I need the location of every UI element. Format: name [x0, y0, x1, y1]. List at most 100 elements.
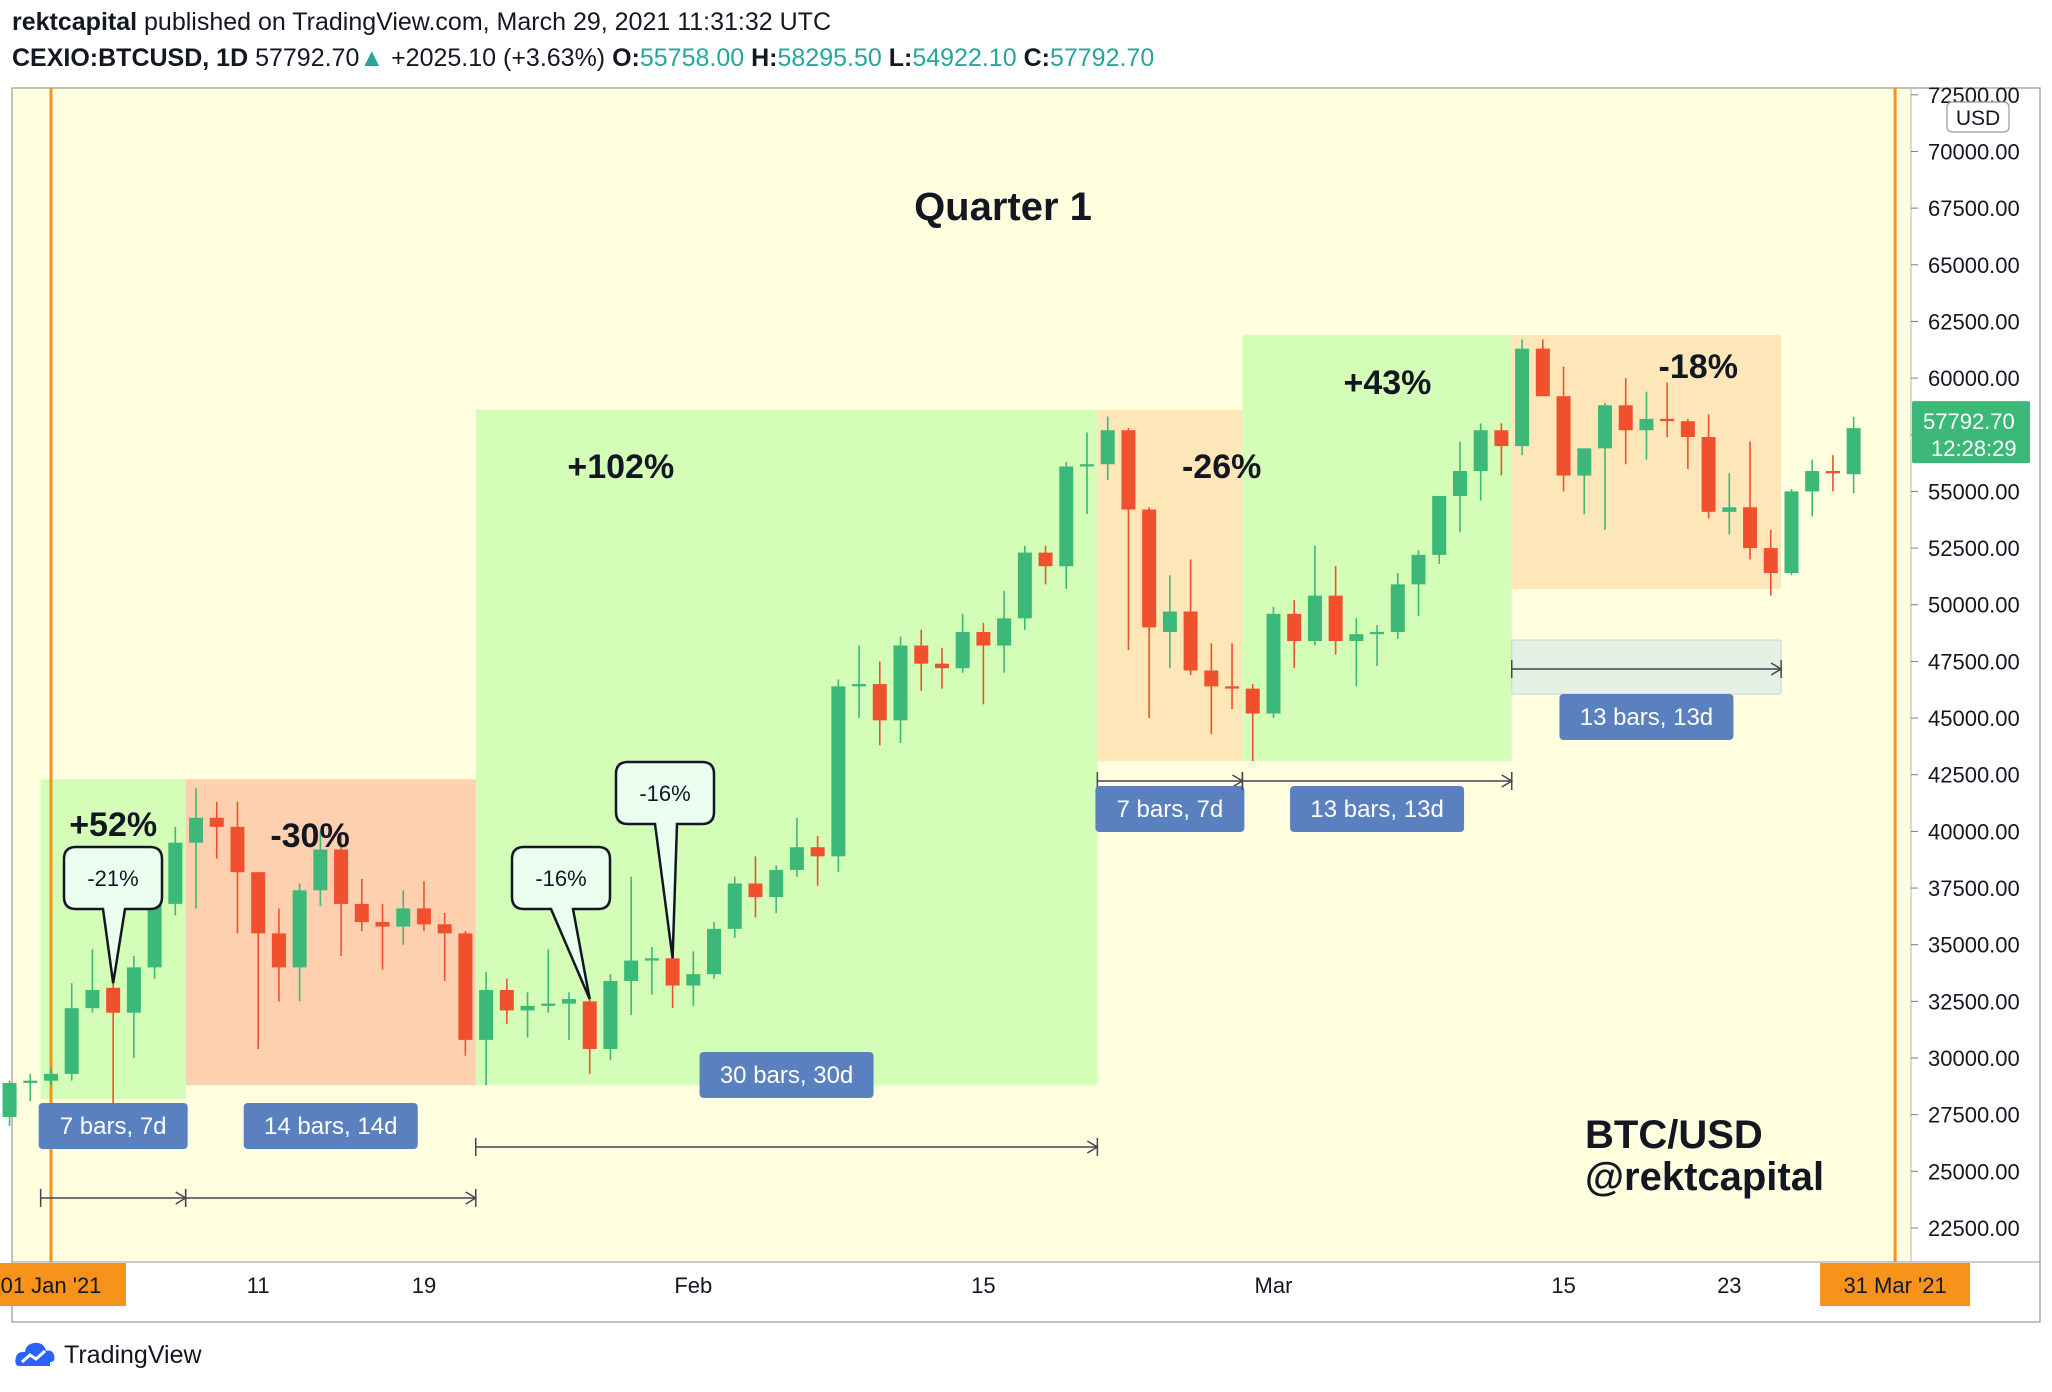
candle[interactable] [603, 974, 618, 1061]
candle[interactable] [582, 999, 597, 1074]
candle[interactable] [955, 613, 970, 673]
candle[interactable] [1473, 423, 1488, 501]
candle[interactable] [313, 831, 328, 907]
candle[interactable] [1080, 432, 1094, 515]
callout-bubble[interactable]: -16% [510, 845, 612, 1000]
candle[interactable] [1038, 545, 1053, 585]
candle[interactable] [624, 876, 639, 1015]
candle[interactable] [479, 971, 494, 1086]
candle[interactable] [1307, 545, 1322, 646]
candle[interactable] [1722, 473, 1737, 535]
candle[interactable] [541, 949, 556, 1013]
candle[interactable] [334, 835, 349, 957]
candle[interactable] [416, 881, 431, 932]
candle[interactable] [1846, 416, 1861, 494]
candle[interactable] [209, 801, 224, 859]
candle[interactable] [23, 1073, 38, 1102]
candle[interactable] [997, 591, 1012, 673]
candle[interactable] [1639, 391, 1654, 460]
candle[interactable] [1349, 618, 1364, 687]
candle[interactable] [1660, 382, 1675, 438]
candle[interactable] [499, 978, 514, 1025]
callout-bubble[interactable]: -21% [62, 845, 164, 984]
candle[interactable] [271, 908, 286, 1002]
candle[interactable] [1784, 489, 1799, 576]
author[interactable]: rektcapital [12, 8, 138, 36]
candle[interactable] [1494, 423, 1509, 476]
candle[interactable] [893, 636, 908, 743]
candle[interactable] [354, 878, 369, 932]
candle[interactable] [1121, 427, 1136, 651]
date-range-measure[interactable]: 30 bars, 30d [475, 1052, 1099, 1156]
candle[interactable] [44, 1067, 58, 1086]
candle[interactable] [375, 903, 390, 970]
candle[interactable] [1618, 378, 1633, 465]
candle[interactable] [769, 865, 784, 913]
candle[interactable] [1743, 441, 1758, 560]
candle[interactable] [1162, 575, 1177, 669]
candle[interactable] [1183, 559, 1198, 675]
candle[interactable] [1680, 418, 1695, 469]
candle[interactable] [1535, 339, 1550, 397]
candle[interactable] [85, 949, 100, 1013]
candle[interactable] [520, 992, 535, 1038]
candle[interactable] [168, 826, 183, 916]
candle[interactable] [727, 876, 742, 938]
candle[interactable] [1017, 545, 1032, 630]
candle[interactable] [707, 922, 722, 979]
candle[interactable] [748, 856, 763, 918]
date-range-measure[interactable]: 14 bars, 14d [184, 1103, 478, 1207]
candle[interactable] [1266, 607, 1281, 719]
date-range-measure[interactable]: 13 bars, 13d [1241, 772, 1514, 832]
candle[interactable] [1059, 461, 1074, 589]
candle[interactable] [1100, 416, 1115, 481]
candle[interactable] [1328, 566, 1343, 655]
candle[interactable] [437, 912, 452, 981]
candle[interactable] [810, 835, 825, 886]
candle[interactable] [852, 645, 867, 719]
candle[interactable] [1245, 684, 1260, 762]
candle[interactable] [1598, 403, 1612, 530]
price-chart[interactable]: +52% -30% +102% -26% +43% -18% 7 bars, 7d 14 ba… [0, 0, 2052, 1340]
candle[interactable] [1204, 643, 1219, 734]
brand-name[interactable]: TradingView [64, 1340, 202, 1369]
candle[interactable] [458, 931, 473, 1056]
candle[interactable] [251, 872, 266, 1049]
candle[interactable] [2, 1080, 17, 1127]
candle[interactable] [789, 817, 804, 877]
candle[interactable] [831, 679, 846, 873]
candle[interactable] [1805, 459, 1820, 517]
candle[interactable] [914, 629, 929, 691]
candle[interactable] [106, 976, 121, 1104]
candle[interactable] [396, 890, 411, 945]
symbol-name[interactable]: CEXIO:BTCUSD, 1D [12, 44, 249, 72]
candle[interactable] [562, 992, 576, 1040]
candle[interactable] [1370, 625, 1385, 666]
candle[interactable] [1556, 366, 1571, 492]
candle[interactable] [872, 661, 887, 746]
date-range-measure[interactable]: 7 bars, 7d [38, 1103, 188, 1207]
candle[interactable] [1432, 495, 1447, 564]
date-range-measure[interactable]: 7 bars, 7d [1095, 772, 1245, 832]
candle[interactable] [686, 951, 701, 1006]
candle[interactable] [1515, 339, 1530, 456]
candle[interactable] [126, 956, 141, 1059]
candle[interactable] [64, 983, 79, 1081]
candle[interactable] [644, 946, 659, 995]
candle[interactable] [1287, 600, 1302, 669]
date-range-measure[interactable]: 13 bars, 13d [1511, 639, 1783, 740]
candle[interactable] [1577, 448, 1592, 515]
candle[interactable] [1763, 529, 1778, 596]
candle[interactable] [934, 647, 949, 689]
price-axis-area[interactable] [1911, 88, 2040, 1262]
candle[interactable] [1142, 507, 1157, 719]
callout-bubble[interactable]: -16% [614, 760, 716, 959]
candle[interactable] [1825, 455, 1840, 492]
candle[interactable] [1701, 414, 1716, 519]
currency-badge[interactable] [1946, 101, 2010, 133]
candle[interactable] [665, 953, 680, 1009]
candle[interactable] [1452, 441, 1467, 533]
candle[interactable] [1225, 643, 1240, 709]
candle[interactable] [147, 903, 162, 979]
candle[interactable] [1390, 573, 1405, 639]
